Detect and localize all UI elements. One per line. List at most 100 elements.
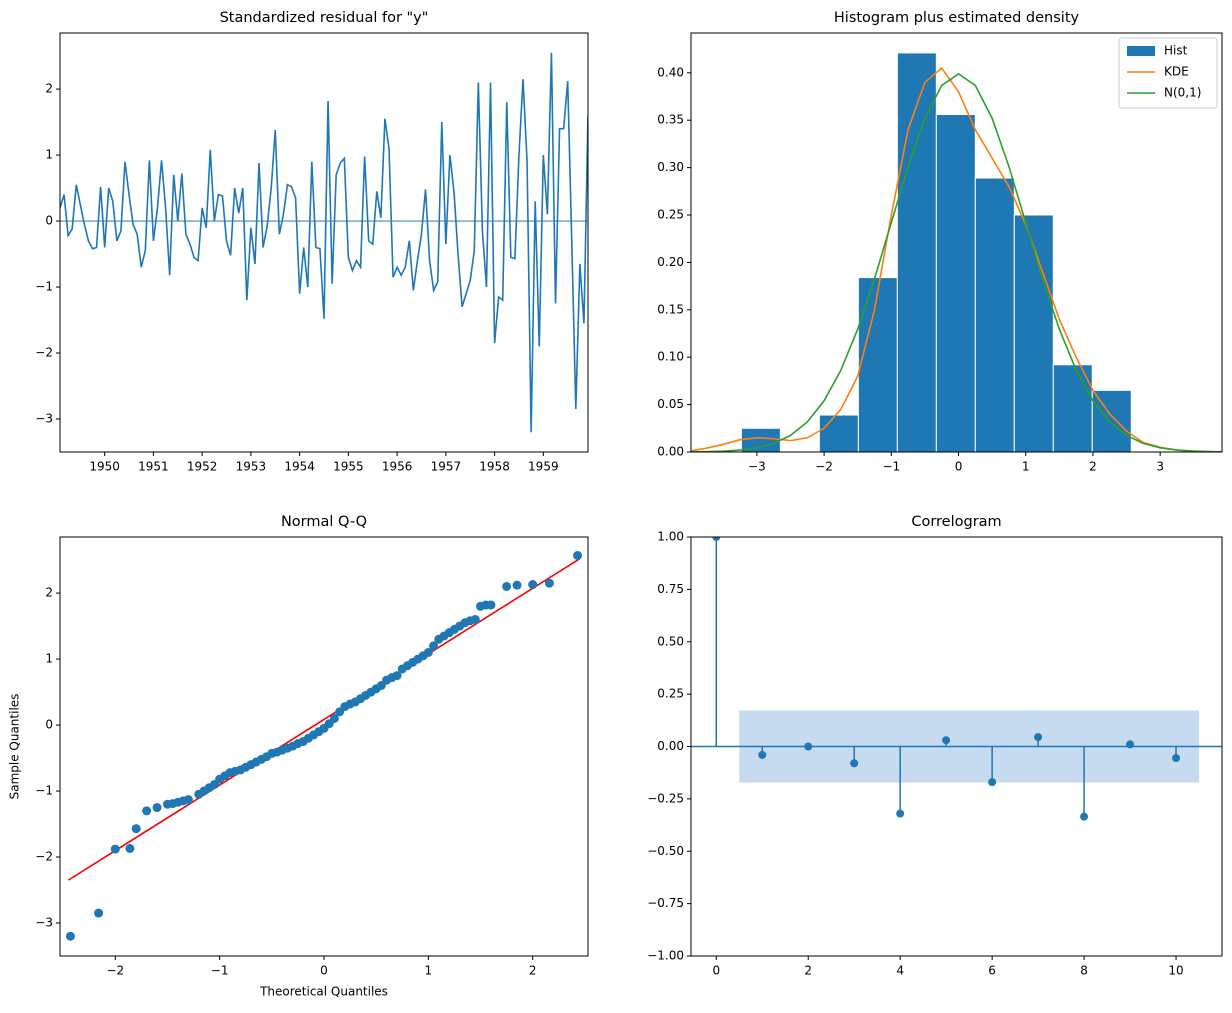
x-tick-label: 0	[712, 964, 720, 978]
y-tick-label: 1	[45, 148, 53, 162]
x-tick-label: 10	[1168, 964, 1183, 978]
density-line	[691, 72, 1222, 452]
x-tick-label: −3	[748, 460, 766, 474]
x-tick-label: 2	[1089, 460, 1097, 474]
y-tick-label: −0.25	[647, 791, 684, 805]
qq-point	[329, 713, 339, 723]
y-tick-label: −1	[35, 784, 53, 798]
x-tick-label: 1953	[236, 460, 267, 474]
y-tick-label: 1.00	[657, 530, 684, 544]
y-tick-label: 0.35	[657, 113, 684, 127]
stem-marker	[896, 809, 905, 818]
hist-bar	[1013, 214, 1054, 452]
axes-frame	[59, 32, 589, 453]
plot-area	[691, 537, 1222, 821]
y-tick-label: −2	[35, 346, 53, 360]
y-tick-label: 0	[45, 718, 53, 732]
x-tick-label: 1955	[333, 460, 364, 474]
y-tick-label: −3	[35, 412, 53, 426]
qq-point	[486, 600, 496, 610]
y-tick-label: 1	[45, 652, 53, 666]
legend-label: Hist	[1164, 44, 1188, 58]
x-tick-label: −1	[882, 460, 900, 474]
legend-label: N(0,1)	[1164, 86, 1201, 100]
y-tick-label: −0.75	[647, 896, 684, 910]
y-tick-label: 0	[45, 214, 53, 228]
x-tick-label: 2	[529, 964, 537, 978]
x-tick-label: 1	[425, 964, 433, 978]
y-tick-label: −1.00	[647, 949, 684, 963]
stem-marker	[712, 537, 721, 541]
stem-marker	[1034, 733, 1043, 742]
hist-bar	[1091, 389, 1132, 452]
qq-point	[131, 824, 141, 834]
legend-label: KDE	[1164, 65, 1189, 79]
qq-point	[573, 550, 583, 560]
y-tick-label: 0.15	[657, 302, 684, 316]
x-tick-label: 1959	[528, 460, 559, 474]
qq-point	[502, 581, 512, 591]
plot-area	[60, 52, 588, 433]
y-tick-label: 0.50	[657, 634, 684, 648]
hist-bar	[857, 277, 898, 452]
hist-bar	[974, 177, 1015, 452]
x-tick-label: 6	[988, 964, 996, 978]
x-tick-label: −1	[211, 964, 229, 978]
x-tick-label: 1957	[431, 460, 462, 474]
stem-marker	[988, 778, 997, 787]
x-tick-label: 0	[320, 964, 328, 978]
qq-point	[152, 803, 162, 813]
stem-marker	[850, 759, 859, 768]
y-tick-label: −1	[35, 280, 53, 294]
stem-marker	[942, 736, 951, 745]
qq-point	[423, 647, 433, 657]
y-tick-label: −3	[35, 916, 53, 930]
x-tick-label: 1	[1022, 460, 1030, 474]
x-tick-label: 1956	[382, 460, 413, 474]
panel-title: Histogram plus estimated density	[834, 10, 1080, 26]
qq-point	[183, 795, 193, 805]
hist-bar	[935, 114, 976, 452]
hist-bar	[896, 52, 937, 452]
qq-point	[512, 580, 522, 590]
y-tick-label: 0.25	[657, 687, 684, 701]
stem-marker	[1172, 754, 1181, 763]
stem-marker	[1080, 812, 1089, 821]
x-tick-label: 2	[804, 964, 812, 978]
x-tick-label: 1954	[284, 460, 315, 474]
hist-bar	[818, 414, 859, 452]
qq-point	[142, 806, 152, 816]
fit-line	[67, 558, 581, 881]
y-tick-label: 2	[45, 82, 53, 96]
y-tick-label: 0.00	[657, 445, 684, 459]
plot-area	[65, 550, 583, 941]
x-tick-label: 3	[1156, 460, 1164, 474]
x-axis-label: Theoretical Quantiles	[259, 985, 388, 999]
qq-point	[125, 843, 135, 853]
qq-point	[65, 931, 75, 941]
stem-marker	[1126, 740, 1135, 749]
panel-title: Normal Q-Q	[281, 514, 367, 530]
legend-patch	[1127, 46, 1155, 56]
axes-frame	[690, 32, 1223, 453]
panel-title: Correlogram	[911, 514, 1001, 530]
qq-point	[110, 844, 120, 854]
y-tick-label: −2	[35, 850, 53, 864]
y-tick-label: 2	[45, 586, 53, 600]
stem-marker	[804, 742, 813, 751]
x-tick-label: 4	[896, 964, 904, 978]
qq-point	[544, 578, 554, 588]
y-tick-label: −0.50	[647, 844, 684, 858]
x-tick-label: −2	[106, 964, 124, 978]
x-tick-label: 8	[1080, 964, 1088, 978]
y-axis-label: Sample Quantiles	[8, 694, 22, 800]
axes-frame	[59, 536, 589, 957]
x-tick-label: 1950	[89, 460, 120, 474]
y-tick-label: 0.30	[657, 160, 684, 174]
y-tick-label: 0.00	[657, 739, 684, 753]
x-tick-label: 1951	[138, 460, 169, 474]
plot-area	[691, 52, 1222, 452]
panel-title: Standardized residual for "y"	[220, 10, 429, 26]
residual-line	[60, 52, 588, 433]
